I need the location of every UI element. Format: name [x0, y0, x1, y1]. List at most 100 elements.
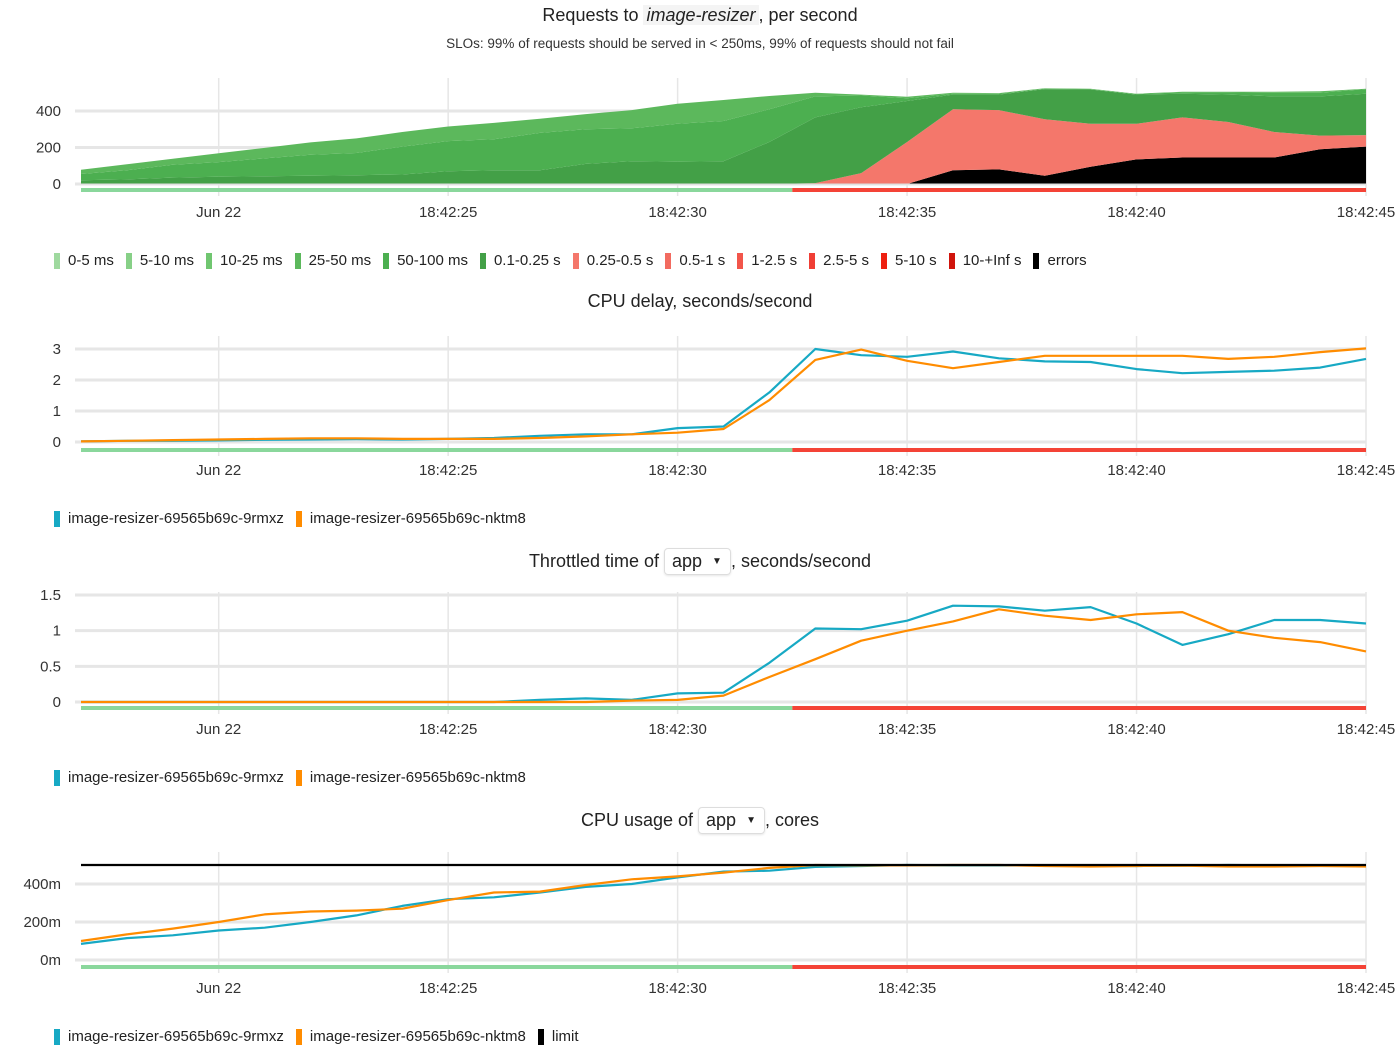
legend-item[interactable]: 10-25 ms [206, 252, 283, 269]
legend-swatch [295, 1028, 302, 1045]
legend-label: image-resizer-69565b69c-nktm8 [309, 510, 526, 527]
container-dropdown[interactable]: app ▼ [698, 807, 765, 835]
legend-swatch [125, 252, 132, 269]
legend-label: image-resizer-69565b69c-9rmxz [68, 769, 284, 786]
y-tick-label: 400 [36, 103, 61, 120]
y-tick-label: 3 [53, 341, 61, 358]
y-tick-label: 200 [36, 140, 61, 157]
x-tick-label: 18:42:30 [648, 462, 706, 479]
legend-label: 0-5 ms [68, 252, 114, 269]
legend-label: 1-2.5 s [751, 252, 798, 269]
y-tick-label: 0 [53, 694, 61, 711]
slo-status-violated [792, 448, 1366, 452]
x-tick-label: 18:42:35 [878, 462, 936, 479]
legend-label: errors [1047, 252, 1087, 269]
x-tick-label: 18:42:45 [1337, 204, 1395, 221]
caret-down-icon: ▼ [746, 815, 756, 827]
legend-swatch [665, 252, 672, 269]
slo-status-ok [81, 448, 793, 452]
title-text: , cores [764, 810, 820, 830]
legend-label: 50-100 ms [397, 252, 468, 269]
legend-item[interactable]: image-resizer-69565b69c-nktm8 [295, 1028, 526, 1045]
x-tick-label: 18:42:30 [648, 204, 706, 221]
y-tick-label: 1 [53, 623, 61, 640]
legend-item[interactable]: errors [1033, 252, 1087, 269]
series-line-image-resizer-69565b69c-nktm8 [80, 863, 1367, 943]
legend-item[interactable]: limit [537, 1028, 579, 1045]
legend-item[interactable]: image-resizer-69565b69c-nktm8 [295, 769, 526, 786]
legend-item[interactable]: 10-+Inf s [948, 252, 1021, 269]
title-text: , per second [758, 5, 858, 25]
legend-item[interactable]: 2.5-5 s [809, 252, 869, 269]
x-tick-label: 18:42:40 [1107, 204, 1165, 221]
x-tick-label: 18:42:45 [1337, 462, 1395, 479]
slo-status-ok [81, 188, 793, 192]
legend-item[interactable]: image-resizer-69565b69c-9rmxz [54, 1028, 284, 1045]
caret-down-icon: ▼ [712, 556, 722, 568]
x-tick-label: 18:42:25 [419, 980, 477, 997]
legend-label: 10-25 ms [220, 252, 283, 269]
title-text: Throttled time of [528, 551, 664, 571]
legend-swatch [54, 510, 60, 527]
y-tick-label: 400m [23, 876, 61, 893]
legend-swatch [948, 252, 955, 269]
y-tick-label: 0.5 [40, 658, 61, 675]
slo-subtitle: SLOs: 99% of requests should be served i… [446, 36, 954, 51]
service-name: image-resizer [643, 5, 759, 25]
container-value: app [706, 810, 737, 830]
x-tick-label: 18:42:30 [648, 721, 706, 738]
legend-swatch [809, 252, 816, 269]
series-line-image-resizer-69565b69c-9rmxz [81, 604, 1367, 704]
y-tick-label: 0 [53, 434, 61, 451]
legend-item[interactable]: 1-2.5 s [737, 252, 797, 269]
cpu-usage-legend: image-resizer-69565b69c-9rmxz image-resiz… [54, 1028, 579, 1045]
x-tick-label: 18:42:25 [419, 462, 477, 479]
legend-item[interactable]: 25-50 ms [294, 252, 372, 269]
legend-label: limit [551, 1028, 579, 1045]
chart-1: 0 1 2 3 Jun 22 18:42:25 18:42:30 18:42:35 18:42:… [53, 336, 1395, 479]
legend-item[interactable]: image-resizer-69565b69c-nktm8 [295, 510, 526, 527]
x-tick-label: 18:42:35 [878, 721, 936, 738]
x-tick-label: Jun 22 [196, 462, 241, 479]
legend-label: image-resizer-69565b69c-nktm8 [309, 1028, 526, 1045]
x-tick-label: 18:42:30 [648, 980, 706, 997]
legend-label: 0.5-1 s [679, 252, 726, 269]
y-tick-label: 200m [23, 914, 61, 931]
legend-label: image-resizer-69565b69c-nktm8 [309, 769, 526, 786]
y-tick-label: 1.5 [40, 587, 61, 604]
cpu-delay-title: CPU delay, seconds/second [587, 291, 813, 311]
x-tick-label: 18:42:40 [1107, 462, 1165, 479]
x-tick-label: 18:42:45 [1337, 721, 1395, 738]
series-line-image-resizer-69565b69c-9rmxz [80, 863, 1367, 945]
legend-label: 5-10 ms [139, 252, 195, 269]
container-dropdown[interactable]: app ▼ [664, 548, 731, 576]
cpu-usage-title: CPU usage of app ▼ , cores [0, 807, 1400, 835]
x-tick-label: 18:42:40 [1107, 980, 1165, 997]
throttled-title: Throttled time of app ▼ , seconds/second [0, 548, 1400, 576]
legend-label: image-resizer-69565b69c-9rmxz [68, 1028, 284, 1045]
legend-item[interactable]: 50-100 ms [383, 252, 468, 269]
x-tick-label: 18:42:45 [1337, 980, 1395, 997]
legend-item[interactable]: 0.25-0.5 s [572, 252, 653, 269]
legend-item[interactable]: 0-5 ms [54, 252, 114, 269]
legend-item[interactable]: image-resizer-69565b69c-9rmxz [54, 769, 284, 786]
legend-label: 2.5-5 s [823, 252, 869, 269]
title-text: CPU usage of [580, 810, 699, 830]
legend-item[interactable]: 0.1-0.25 s [479, 252, 561, 269]
legend-label: 5-10 s [894, 252, 937, 269]
legend-item[interactable]: image-resizer-69565b69c-9rmxz [54, 510, 284, 527]
legend-item[interactable]: 0.5-1 s [665, 252, 725, 269]
legend-swatch [206, 252, 213, 269]
legend-swatch [383, 252, 390, 269]
legend-swatch [479, 252, 486, 269]
legend-swatch [294, 252, 301, 269]
slo-status-ok [81, 706, 793, 710]
legend-label: 25-50 ms [308, 252, 372, 269]
legend-label: 0.1-0.25 s [493, 252, 561, 269]
legend-item[interactable]: 5-10 ms [125, 252, 195, 269]
slo-status-violated [792, 188, 1366, 192]
legend-swatch [295, 510, 302, 527]
legend-item[interactable]: 5-10 s [880, 252, 937, 269]
slo-status-ok [81, 965, 793, 969]
